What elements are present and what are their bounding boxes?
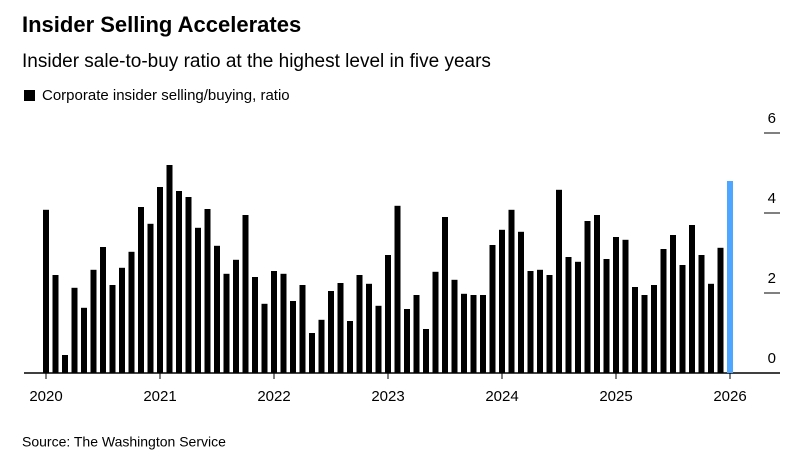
bar <box>489 245 496 373</box>
bar <box>385 255 391 373</box>
bar <box>328 291 334 373</box>
y-tick-label: 2 <box>768 270 776 287</box>
bar <box>603 259 610 373</box>
bar <box>670 235 676 373</box>
bar <box>119 267 125 373</box>
bar <box>356 275 363 373</box>
bar <box>195 227 201 373</box>
bar <box>366 283 372 373</box>
bar <box>242 215 249 373</box>
bar <box>318 319 325 373</box>
bar <box>518 231 524 373</box>
bar <box>109 285 116 373</box>
bar <box>594 215 600 373</box>
bar <box>52 275 59 373</box>
bar <box>223 273 230 373</box>
x-tick-label: 2024 <box>485 388 518 405</box>
bar <box>461 293 467 373</box>
bar <box>347 321 353 373</box>
bar <box>404 309 410 373</box>
bar <box>185 197 192 373</box>
x-tick-label: 2026 <box>713 388 746 405</box>
bar <box>575 261 581 373</box>
bar <box>423 329 429 373</box>
bar <box>337 283 344 373</box>
bar <box>508 209 515 373</box>
bar <box>451 279 458 373</box>
bar <box>413 295 420 373</box>
bar <box>71 287 78 373</box>
bar <box>641 295 648 373</box>
bar <box>166 165 173 373</box>
bar <box>622 239 629 373</box>
bar <box>214 245 220 373</box>
x-tick-label: 2025 <box>599 388 632 405</box>
bar <box>727 181 733 373</box>
bar <box>309 333 315 373</box>
chart-title: Insider Selling Accelerates <box>22 12 301 37</box>
bar <box>698 255 705 373</box>
bar <box>128 251 135 373</box>
bar <box>556 189 562 373</box>
bar <box>394 205 401 373</box>
bar <box>546 275 553 373</box>
bar <box>613 237 619 373</box>
y-tick-label: 0 <box>768 350 776 367</box>
bar <box>660 249 667 373</box>
bar <box>565 257 572 373</box>
x-tick-label: 2023 <box>371 388 404 405</box>
bar <box>62 355 68 373</box>
bar <box>81 307 87 373</box>
bar <box>176 191 182 373</box>
bar <box>470 295 477 373</box>
bar <box>679 265 686 373</box>
x-tick-label: 2022 <box>257 388 290 405</box>
x-tick-label: 2021 <box>143 388 176 405</box>
bar <box>584 221 591 373</box>
bar <box>290 301 296 373</box>
y-tick-label: 4 <box>768 190 776 207</box>
legend-label: Corporate insider selling/buying, ratio <box>42 87 290 104</box>
bar <box>717 247 724 373</box>
bar <box>651 285 657 373</box>
bar <box>43 209 49 373</box>
bar <box>280 273 287 373</box>
bar <box>375 305 382 373</box>
chart-subtitle: Insider sale-to-buy ratio at the highest… <box>22 51 491 72</box>
source: Source: The Washington Service <box>22 434 226 450</box>
bar <box>100 247 106 373</box>
bar <box>432 271 439 373</box>
bar <box>499 229 505 373</box>
x-tick-label: 2020 <box>29 388 62 405</box>
bar <box>90 269 97 373</box>
bar <box>233 259 239 373</box>
bar <box>261 303 268 373</box>
bar <box>537 269 543 373</box>
legend-swatch <box>24 90 35 101</box>
bar <box>252 277 258 373</box>
bar <box>442 217 448 373</box>
bar <box>299 285 306 373</box>
bar <box>204 209 211 373</box>
bar <box>632 287 638 373</box>
bar <box>271 271 277 373</box>
bar <box>138 207 144 373</box>
y-tick-label: 6 <box>768 110 776 127</box>
bar <box>708 283 714 373</box>
bar <box>480 295 486 373</box>
bar <box>689 225 695 373</box>
bar <box>527 271 534 373</box>
bar <box>157 187 163 373</box>
bar <box>147 223 154 373</box>
